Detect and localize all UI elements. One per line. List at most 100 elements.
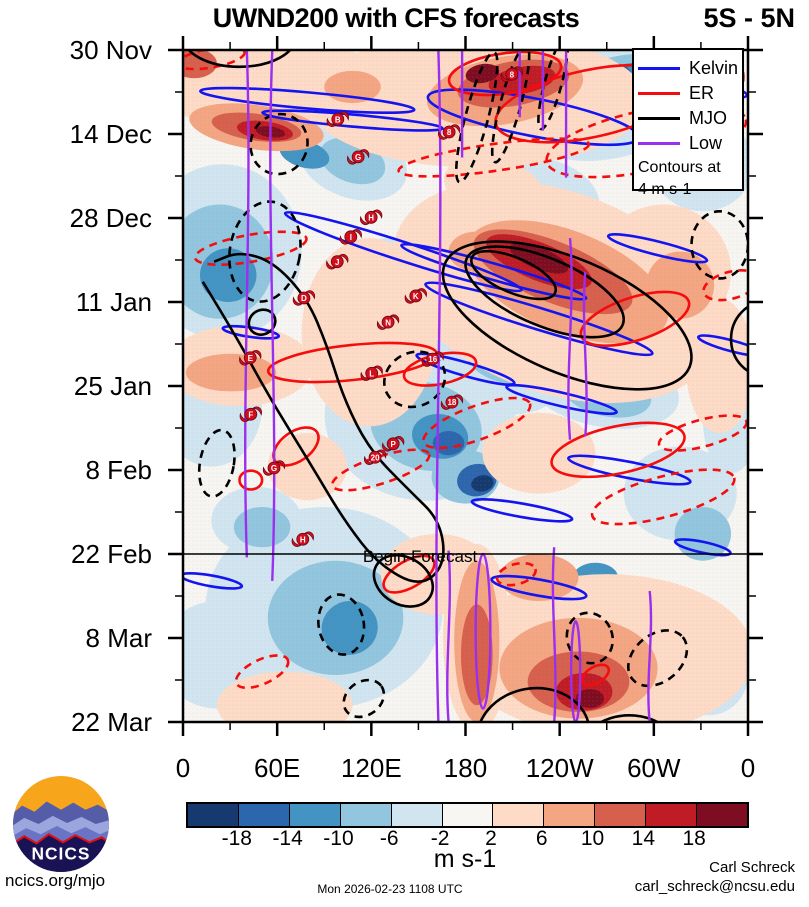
contour-interval-note-line1: Contours at (638, 159, 721, 176)
mjo-contour (729, 305, 748, 373)
legend-item-label: ER (689, 83, 715, 103)
tropical-cyclone-marker: 20 (363, 449, 387, 465)
legend-item: MJO (638, 106, 740, 131)
tropical-cyclone-marker: 16 (421, 351, 444, 367)
kelvin-contour (606, 233, 709, 264)
tropical-cyclone-marker: 8 (500, 66, 523, 82)
x-tick-label: 60W (627, 753, 681, 783)
mjo-contour (475, 686, 591, 722)
cyclone-label: G (355, 153, 361, 162)
mjo-contour (187, 50, 292, 69)
legend-line-swatch (638, 117, 680, 120)
mjo-contour (247, 308, 277, 336)
er-contour (382, 554, 436, 594)
kelvin-contour (199, 86, 416, 115)
low-contour-line (551, 547, 557, 722)
tropical-cyclone-marker: H (291, 531, 314, 547)
er-contour (657, 414, 748, 452)
tropical-cyclone-marker: J (326, 254, 349, 270)
colorbar-cell (493, 804, 545, 826)
kelvin-contour (470, 497, 574, 523)
y-tick-label: 11 Jan (75, 287, 152, 317)
cyclone-label: L (369, 369, 374, 378)
mjo-contour (598, 713, 661, 722)
mjo-contour (342, 678, 386, 719)
y-tick-label: 14 Dec (69, 119, 152, 149)
tropical-cyclone-markers: 8 B 8 G H I J D K N E 16 L 18 F P 20 G H (239, 66, 523, 547)
colorbar-cell (646, 804, 698, 826)
kelvin-contour (567, 454, 692, 486)
cyclone-label: 16 (428, 355, 437, 364)
y-tick-label: 30 Nov (69, 35, 152, 65)
colorbar-tick-label: 18 (682, 827, 706, 850)
mjo-contour (372, 553, 435, 608)
er-contour (702, 269, 748, 302)
kelvin-contour (424, 281, 654, 357)
colorbar-tick-label: 10 (580, 827, 605, 850)
er-contour (183, 50, 246, 71)
cyclone-label: I (350, 233, 352, 242)
kelvin-contour (183, 572, 244, 590)
cyclone-label: 20 (371, 453, 380, 462)
colorbar-cell (442, 804, 494, 826)
legend-item: Kelvin (638, 56, 740, 81)
y-tick-label: 28 Dec (69, 203, 152, 233)
y-tick-label: 8 Mar (85, 623, 152, 653)
legend-line-swatch (638, 142, 680, 145)
cyclone-label: N (385, 318, 391, 327)
er-contour (580, 663, 611, 687)
x-tick-label: 0 (740, 753, 756, 783)
tropical-cyclone-marker: G (262, 460, 286, 476)
legend-line-swatch (638, 92, 680, 95)
tropical-cyclone-marker: B (326, 111, 349, 127)
tropical-cyclone-marker: H (360, 209, 383, 225)
ncics-logo: NCICS (13, 776, 109, 872)
cyclone-label: 18 (447, 398, 456, 407)
colorbar-cell (544, 804, 596, 826)
colorbar-cell (595, 804, 647, 826)
er-contour (330, 448, 431, 492)
author-label: Carl Schreck (709, 859, 795, 876)
tropical-cyclone-marker: K (404, 288, 427, 304)
tropical-cyclone-marker: E (239, 350, 262, 366)
kelvin-contour (283, 210, 523, 293)
low-contour-line (435, 50, 442, 722)
contour-legend: Kelvin ER MJO Low Contours at 4 m s-1 (632, 48, 744, 198)
y-tick-label: 25 Jan (73, 371, 152, 401)
y-tick-label: 22 Feb (71, 539, 152, 569)
cyclone-label: J (335, 258, 339, 267)
cyclone-label: E (248, 354, 254, 363)
colorbar-tick-label: -2 (430, 827, 450, 850)
mjo-contour (441, 240, 693, 391)
cyclone-label: B (335, 115, 341, 124)
tropical-cyclone-marker: 8 (437, 124, 461, 140)
er-contour (447, 50, 563, 97)
er-contour (550, 421, 686, 479)
er-contour (234, 654, 290, 690)
legend-line-swatch (638, 67, 680, 70)
kelvin-contour (490, 574, 588, 601)
colorbar-cell (188, 804, 239, 826)
x-tick-label: 120W (525, 753, 594, 783)
mjo-contour (228, 200, 302, 303)
kelvin-contour (673, 538, 732, 557)
mjo-contour (464, 245, 626, 339)
tropical-cyclone-marker: G (347, 149, 370, 165)
colorbar-tick-label: -14 (272, 827, 303, 850)
tropical-cyclone-marker: I (339, 229, 362, 245)
cyclone-label: F (248, 410, 253, 419)
colorbar-tick-label: -18 (221, 827, 252, 850)
er-contour (545, 103, 748, 179)
mjo-contour (454, 50, 499, 184)
legend-item: ER (638, 81, 740, 106)
page-title: UWND200 with CFS forecasts (212, 3, 580, 33)
x-tick-label: 60E (254, 753, 301, 783)
website-label: ncics.org/mjo (5, 871, 106, 890)
colorbar-tick-label: -10 (323, 827, 354, 850)
kelvin-contour (400, 242, 588, 301)
cyclone-label: H (368, 213, 374, 222)
y-tick-label: 22 Mar (71, 707, 152, 737)
colorbar-cell (238, 804, 290, 826)
cyclone-label: 8 (447, 128, 452, 137)
begin-forecast-annotation: Begin Forecast (183, 547, 748, 566)
